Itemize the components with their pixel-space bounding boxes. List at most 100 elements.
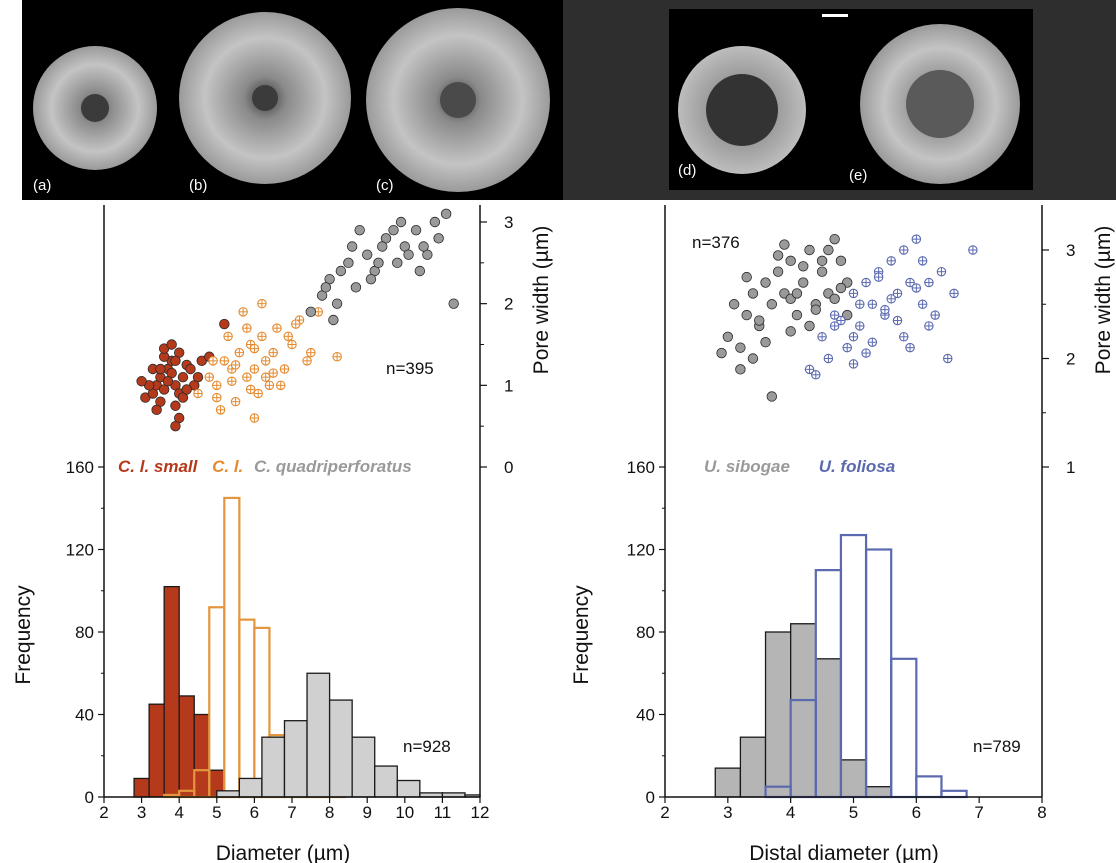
scatter-point bbox=[257, 331, 267, 342]
scatter-point bbox=[936, 266, 947, 277]
right-scatter-layer bbox=[716, 233, 978, 402]
scale-bar bbox=[822, 14, 848, 17]
scatter-point bbox=[208, 356, 218, 366]
x-tick-label: 8 bbox=[1037, 803, 1046, 822]
scatter-point bbox=[747, 353, 759, 364]
scatter-point bbox=[810, 304, 822, 315]
x-tick-label: 7 bbox=[287, 803, 296, 822]
scatter-point bbox=[924, 277, 934, 288]
left-y-ticks: 0 40 80 120 160 bbox=[66, 458, 104, 807]
scatter-point bbox=[395, 216, 407, 228]
scatter-point bbox=[873, 272, 884, 282]
scatter-point bbox=[766, 299, 778, 310]
scatter-point bbox=[242, 323, 252, 333]
scatter-point bbox=[886, 294, 896, 304]
scatter-point bbox=[760, 337, 771, 348]
scatter-point bbox=[238, 307, 248, 317]
scatter-point bbox=[249, 413, 260, 423]
scatter-point bbox=[215, 405, 226, 415]
scatter-point bbox=[741, 271, 752, 283]
histogram-bar bbox=[238, 618, 256, 799]
scatter-point bbox=[911, 234, 922, 244]
scatter-point bbox=[155, 363, 166, 375]
scatter-point bbox=[917, 299, 928, 309]
left-x-ticks: 2 3 4 5 6 7 8 9 10 11 12 bbox=[99, 797, 489, 822]
right-y-ticks: 0 40 80 120 160 bbox=[627, 458, 665, 807]
y2-tick-label: 3 bbox=[504, 213, 513, 232]
scatter-point bbox=[829, 310, 840, 320]
histogram-bar bbox=[306, 672, 331, 798]
x-tick-label: 7 bbox=[974, 803, 983, 822]
scatter-point bbox=[331, 298, 343, 309]
y-tick-label: 0 bbox=[646, 788, 655, 807]
scatter-point bbox=[848, 332, 859, 342]
histogram-bar bbox=[261, 736, 286, 798]
left-y-axis-label: Frequency bbox=[12, 585, 35, 685]
x-tick-label: 6 bbox=[250, 803, 259, 822]
scatter-point bbox=[365, 273, 377, 285]
scatter-point bbox=[735, 364, 746, 375]
scatter-point bbox=[716, 347, 727, 359]
scatter-point bbox=[242, 372, 252, 382]
right-y2-ticks: 1 2 3 bbox=[1042, 241, 1075, 477]
scatter-point bbox=[804, 364, 815, 375]
scatter-point bbox=[861, 348, 871, 358]
scatter-point bbox=[377, 241, 388, 252]
photo-label-c: (c) bbox=[376, 177, 394, 194]
scatter-point bbox=[968, 245, 978, 255]
scatter-point bbox=[260, 372, 271, 382]
scatter-point bbox=[867, 299, 878, 309]
coccolith-image-e bbox=[860, 24, 1020, 184]
scatter-point bbox=[177, 371, 189, 383]
scatter-point bbox=[185, 363, 196, 375]
scatter-point bbox=[302, 356, 312, 366]
scatter-point bbox=[275, 380, 286, 391]
y-tick-label: 160 bbox=[66, 458, 94, 477]
scatter-point bbox=[219, 318, 230, 330]
histogram-bar bbox=[133, 777, 150, 798]
right-histogram-layer bbox=[714, 533, 968, 799]
histogram-bar bbox=[396, 779, 421, 798]
scatter-point bbox=[268, 368, 278, 378]
legend-c-quadriperforatus: C. quadriperforatus bbox=[254, 457, 412, 476]
scatter-point bbox=[170, 400, 181, 411]
scatter-point bbox=[772, 266, 784, 277]
right-x-axis-label: Distal diameter (µm) bbox=[749, 842, 938, 863]
scatter-point bbox=[804, 244, 815, 256]
scatter-point bbox=[335, 265, 347, 277]
histogram-bar bbox=[840, 759, 867, 798]
scatter-point bbox=[257, 298, 267, 309]
scatter-point bbox=[728, 299, 740, 310]
scatter-point bbox=[166, 339, 177, 350]
scatter-point bbox=[136, 376, 147, 387]
x-tick-label: 4 bbox=[786, 803, 795, 822]
x-tick-label: 12 bbox=[471, 803, 490, 822]
photo-label-b: (b) bbox=[189, 177, 207, 194]
scatter-point bbox=[373, 257, 384, 269]
scatter-point bbox=[212, 392, 222, 403]
scatter-point bbox=[842, 342, 852, 353]
legend-c-l-small: C. l. small bbox=[118, 457, 199, 476]
scatter-point bbox=[343, 257, 354, 269]
y-tick-label: 0 bbox=[85, 788, 94, 807]
left-hist-n: n=928 bbox=[403, 737, 451, 756]
scatter-point bbox=[924, 321, 934, 331]
x-tick-label: 5 bbox=[212, 803, 221, 822]
scatter-point bbox=[930, 310, 940, 320]
scatter-point bbox=[804, 320, 815, 332]
right-y2-axis-label: Pore width (µm) bbox=[1092, 226, 1115, 375]
photo-label-e: (e) bbox=[849, 167, 867, 184]
legend-c-l: C. l. bbox=[212, 457, 243, 476]
right-chart-panel: 2 3 4 5 6 7 8 0 40 80 120 160 1 2 3 Distal diameter … bbox=[570, 205, 1115, 863]
scatter-point bbox=[230, 360, 241, 370]
scatter-point bbox=[905, 277, 915, 288]
scatter-point bbox=[747, 288, 759, 299]
micrograph-strip-right: (d) (e) bbox=[563, 0, 1116, 200]
scatter-point bbox=[779, 239, 790, 250]
scatter-point bbox=[429, 216, 441, 228]
left-y2-axis-label: Pore width (µm) bbox=[530, 226, 553, 375]
scatter-point bbox=[410, 224, 422, 236]
scatter-point bbox=[842, 309, 853, 321]
